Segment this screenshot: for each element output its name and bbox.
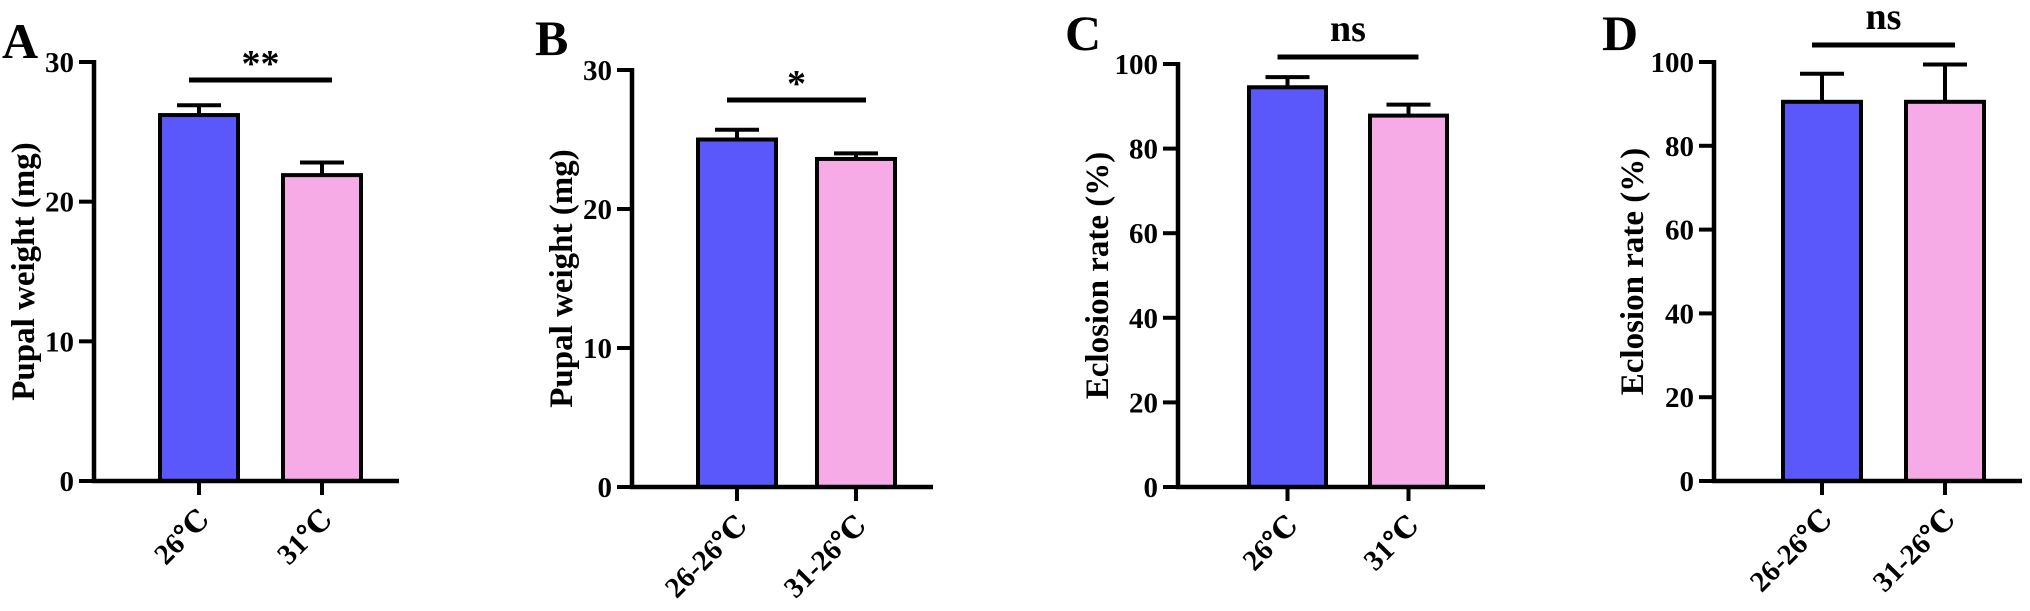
- y-tick-label: 80: [1665, 131, 1694, 163]
- panel-letter: A: [2, 13, 38, 69]
- y-tick-label: 40: [1665, 298, 1694, 330]
- chart-panel-c: C Eclosion rate (%) 0 20 40 60 80 100 26℃ 31℃ ns: [1065, 5, 1485, 577]
- y-tick-label: 100: [1115, 49, 1159, 81]
- y-axis-label: Pupal weight (mg): [544, 149, 580, 408]
- y-tick-label: 0: [598, 472, 613, 504]
- y-tick-label: 0: [1144, 472, 1159, 504]
- y-tick-label: 20: [45, 187, 74, 219]
- bar: [158, 113, 240, 483]
- significance-label: ns: [1866, 0, 1902, 38]
- y-tick-label: 60: [1665, 215, 1694, 247]
- y-tick-label: 20: [583, 194, 612, 226]
- panel-letter: B: [535, 10, 568, 66]
- bar: [1247, 85, 1328, 489]
- x-tick-label: 31℃: [271, 503, 339, 571]
- bar: [1781, 99, 1863, 484]
- x-tick-label: 31-26℃: [1867, 503, 1962, 598]
- y-axis-label: Pupal weight (mg): [6, 142, 42, 401]
- x-tick-label: 26℃: [1237, 509, 1305, 577]
- y-axis-label: Eclosion rate (%): [1615, 148, 1651, 395]
- bar: [1368, 113, 1449, 490]
- y-tick-label: 100: [1651, 47, 1695, 79]
- y-tick-label: 10: [583, 333, 612, 365]
- y-tick-label: 40: [1129, 303, 1158, 335]
- x-tick-label: 26-26℃: [659, 509, 754, 604]
- panel-letter: D: [1602, 5, 1638, 61]
- y-tick-label: 60: [1129, 218, 1158, 250]
- y-tick-label: 30: [45, 47, 74, 79]
- y-tick-label: 0: [60, 466, 75, 498]
- bar: [1904, 99, 1986, 484]
- chart-panel-a: A Pupal weight (mg) 0 10 20 30 26℃ 31℃ **: [2, 13, 399, 571]
- x-tick-label: 26℃: [148, 503, 216, 571]
- bar: [815, 156, 897, 490]
- y-tick-label: 10: [45, 326, 74, 358]
- chart-panel-d: D Eclosion rate (%) 0 20 40 60 80 100 26-26℃ 31-2…: [1602, 0, 2022, 598]
- y-tick-label: 30: [583, 55, 612, 87]
- x-tick-label: 26-26℃: [1744, 503, 1839, 598]
- significance-label: **: [242, 43, 280, 85]
- x-tick-label: 31-26℃: [778, 509, 873, 604]
- chart-panel-b: B Pupal weight (mg) 0 10 20 30 26-26℃ 31-26℃ *: [535, 10, 933, 604]
- y-tick-label: 20: [1665, 382, 1694, 414]
- y-tick-label: 0: [1680, 466, 1695, 498]
- significance-label: *: [787, 63, 806, 105]
- y-axis-label: Eclosion rate (%): [1080, 152, 1116, 399]
- bar: [696, 137, 778, 489]
- bar: [281, 173, 363, 483]
- significance-label: ns: [1330, 8, 1366, 50]
- x-tick-label: 31℃: [1358, 509, 1426, 577]
- y-tick-label: 80: [1129, 134, 1158, 166]
- panel-letter: C: [1065, 5, 1101, 61]
- y-tick-label: 20: [1129, 387, 1158, 419]
